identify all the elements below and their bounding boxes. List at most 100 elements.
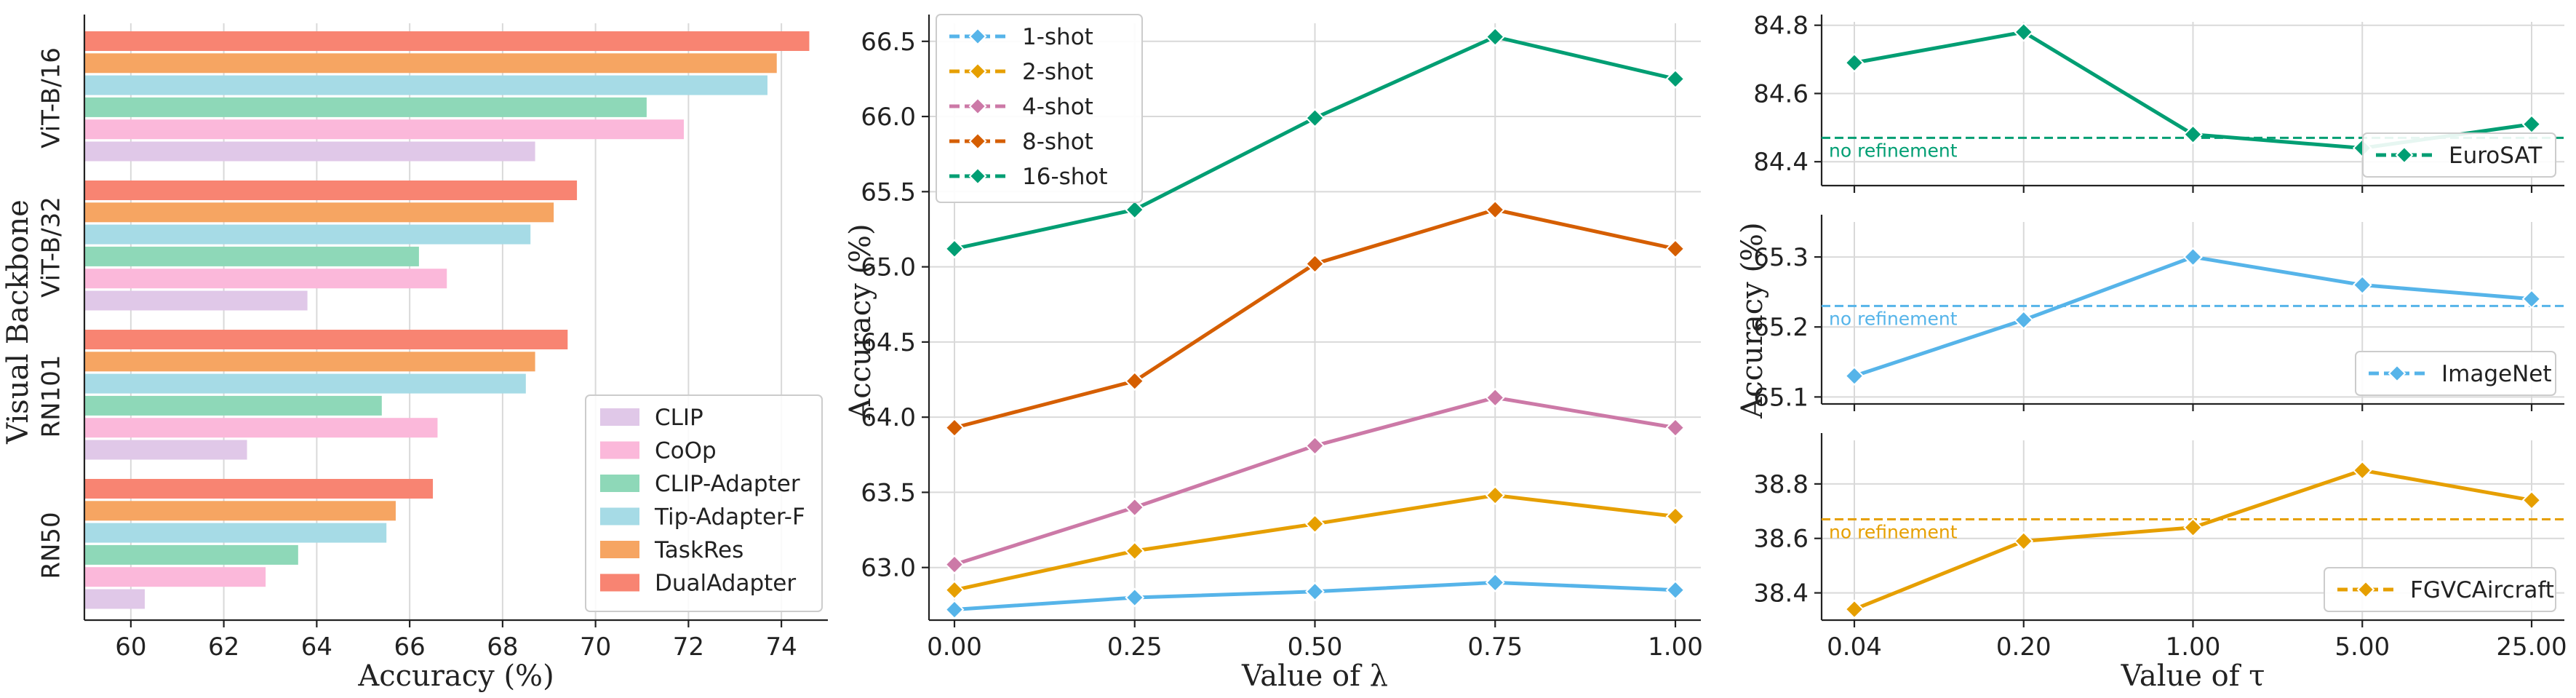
y-tick-label: 64.5: [861, 328, 916, 357]
data-point: [2014, 22, 2034, 42]
legend-label: CLIP-Adapter: [655, 471, 800, 497]
bar: [84, 269, 447, 289]
data-point: [1305, 514, 1325, 534]
backbone-bar-chart: ViT-B/16 ViT-B/32 RN101 RN50 60 62 64 66 68 70 72 7…: [1, 15, 828, 693]
legend-label: Tip-Adapter-F: [654, 504, 805, 531]
legend-marker: [2356, 580, 2375, 599]
data-point: [1485, 387, 1505, 408]
data-point: [1125, 371, 1145, 392]
x-tick-label: 66: [394, 632, 425, 662]
category-tick-label: ViT-B/32: [37, 197, 66, 298]
x-axis-label: Value of λ: [1241, 659, 1388, 693]
y-tick-label: 65.0: [861, 253, 916, 282]
bar: [84, 395, 382, 416]
x-tick-label: 64: [301, 632, 332, 662]
y-axis-label: Visual Backbone: [1, 199, 35, 445]
x-tick-label: 0.50: [1288, 632, 1343, 662]
data-point: [2352, 275, 2372, 295]
data-point: [2521, 114, 2542, 135]
x-axis-label: Accuracy (%): [357, 659, 554, 693]
y-tick-label: 38.6: [1753, 525, 1809, 554]
lambda-line-chart: 63.0 63.5 64.0 64.5 65.0 65.5 66.0 66.5 0.00 0.25…: [844, 14, 1703, 693]
y-tick-label: 63.5: [861, 478, 916, 507]
bar: [84, 330, 568, 349]
category-tick-label: RN50: [37, 512, 66, 579]
data-point: [1485, 485, 1505, 505]
x-tick-label: 0.75: [1467, 632, 1523, 662]
legend-swatch: [600, 574, 639, 592]
x-tick-label: 72: [673, 632, 704, 662]
x-tick-label: 25.00: [2496, 632, 2567, 662]
tau-line-charts: 84.4 84.6 84.8 no refinement EuroSAT 65.1 65.2…: [1736, 12, 2567, 693]
legend-marker: [968, 62, 987, 81]
y-tick-label: 64.0: [861, 403, 916, 432]
legend-marker: [2395, 146, 2414, 164]
y-tick-label: 65.3: [1753, 243, 1809, 272]
y-tick-label: 84.4: [1753, 148, 1809, 177]
data-point: [944, 580, 965, 600]
data-point: [2183, 247, 2203, 267]
data-point: [944, 555, 965, 574]
data-point: [1485, 572, 1505, 592]
baseline-label: no refinement: [1829, 522, 1958, 543]
x-tick-label: 0.04: [1827, 632, 1882, 662]
legend-box: [2362, 132, 2556, 178]
y-tick-label: 65.1: [1753, 383, 1809, 412]
x-tick-label: 60: [115, 632, 146, 662]
data-point: [2521, 289, 2542, 309]
x-tick-label: 0.20: [1996, 632, 2051, 662]
y-tick-label: 38.8: [1753, 470, 1809, 499]
legend-label: 4-shot: [1022, 94, 1093, 120]
legend-box: [2355, 351, 2556, 396]
legend-label: 1-shot: [1022, 24, 1093, 50]
data-point: [2014, 310, 2034, 330]
data-point: [944, 239, 965, 259]
legend-label: EuroSAT: [2449, 143, 2543, 169]
data-point: [1844, 599, 1865, 619]
legend-label: CoOp: [655, 438, 717, 464]
baseline-label: no refinement: [1829, 140, 1958, 161]
y-tick-label: 63.0: [861, 554, 916, 583]
legend-label: 8-shot: [1022, 129, 1093, 155]
bar: [84, 31, 810, 51]
data-point: [1305, 254, 1325, 274]
legend-box: [936, 14, 1143, 203]
bar: [84, 75, 767, 95]
bar: [84, 119, 684, 140]
data-point: [2521, 490, 2542, 510]
bar: [84, 181, 578, 200]
legend-label: FGVCAircraft: [2410, 577, 2554, 603]
bar: [84, 479, 434, 499]
legend-box: [2324, 567, 2556, 612]
data-point: [1125, 587, 1145, 608]
y-axis-label: Accuracy (%): [1736, 222, 1769, 419]
legend-label: DualAdapter: [655, 571, 796, 597]
x-tick-label: 70: [580, 632, 611, 662]
legend-swatch: [600, 507, 639, 526]
legend-box: [585, 394, 823, 612]
x-tick-label: 1.00: [2166, 632, 2221, 662]
x-tick-label: 5.00: [2334, 632, 2390, 662]
data-point: [1125, 199, 1145, 220]
data-point: [2183, 124, 2203, 145]
x-tick-label: 0.25: [1107, 632, 1163, 662]
data-point: [1665, 580, 1686, 600]
legend-label: CLIP: [655, 405, 703, 431]
data-point: [1125, 497, 1145, 517]
y-axis-label: Accuracy (%): [844, 223, 877, 420]
bar: [84, 544, 298, 565]
data-point: [1305, 582, 1325, 602]
data-point: [1665, 239, 1686, 259]
data-point: [944, 600, 965, 619]
data-point: [1665, 507, 1686, 526]
bar: [84, 523, 387, 543]
bar: [84, 141, 535, 162]
category-tick-label: ViT-B/16: [37, 47, 66, 148]
data-point: [2183, 517, 2203, 538]
y-tick-label: 66.0: [861, 103, 916, 132]
legend-marker: [968, 167, 987, 186]
bar: [84, 501, 396, 521]
y-tick-label: 66.5: [861, 28, 916, 57]
data-point: [1305, 108, 1325, 128]
